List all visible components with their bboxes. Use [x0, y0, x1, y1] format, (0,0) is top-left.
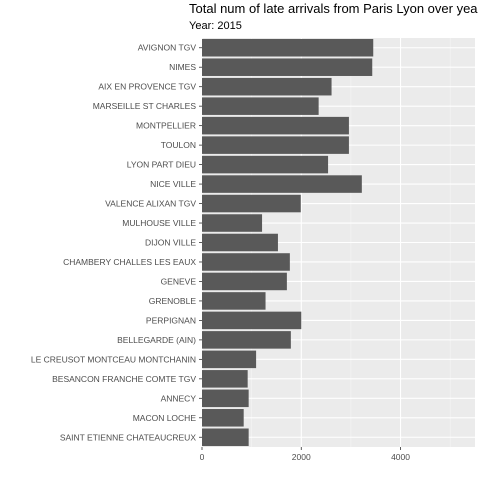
y-tick-label: MULHOUSE VILLE	[122, 218, 196, 228]
y-tick-label: MONTPELLIER	[136, 121, 196, 131]
bar	[202, 350, 257, 369]
bar	[202, 428, 249, 447]
bar	[202, 58, 373, 76]
y-tick-label: MACON LOCHE	[133, 413, 197, 423]
y-tick-label: NICE VILLE	[150, 179, 196, 189]
y-tick-label: DIJON VILLE	[145, 238, 196, 248]
bar	[202, 233, 278, 252]
y-tick-label: BELLEGARDE (AIN)	[117, 335, 196, 345]
bar	[202, 389, 249, 408]
bar	[202, 38, 374, 57]
y-tick-label: AIX EN PROVENCE TGV	[98, 82, 196, 92]
bar	[202, 194, 301, 213]
y-tick-label: ANNECY	[161, 393, 197, 403]
bar	[202, 253, 290, 271]
bar	[202, 370, 248, 388]
y-tick-label: GENEVE	[161, 276, 197, 286]
bar	[202, 331, 291, 349]
chart-title: Total num of late arrivals from Paris Ly…	[189, 1, 478, 16]
bar	[202, 272, 287, 291]
bar	[202, 311, 302, 330]
x-tick-label: 4000	[391, 452, 410, 462]
bar	[202, 155, 329, 174]
bar	[202, 97, 319, 115]
y-tick-label: LE CREUSOT MONTCEAU MONTCHANIN	[31, 354, 196, 364]
y-tick-label: BESANCON FRANCHE COMTE TGV	[52, 374, 196, 384]
y-tick-label: TOULON	[161, 140, 196, 150]
x-axis: 0 2000 4000	[200, 447, 410, 462]
y-tick-label: NIMES	[169, 62, 196, 72]
bar	[202, 409, 244, 427]
chart-subtitle: Year: 2015	[189, 20, 242, 32]
y-tick-label: CHAMBERY CHALLES LES EAUX	[63, 257, 196, 267]
y-axis: AVIGNON TGV NIMES AIX EN PROVENCE TGV MARSE…	[31, 43, 202, 442]
y-tick-label: VALENCE ALIXAN TGV	[105, 199, 196, 209]
bar	[202, 116, 349, 135]
y-tick-label: AVIGNON TGV	[138, 43, 197, 53]
bar	[202, 214, 263, 232]
bar	[202, 77, 332, 96]
bar	[202, 175, 362, 193]
y-tick-label: PERPIGNAN	[146, 315, 196, 325]
y-tick-label: SAINT ETIENNE CHATEAUCREUX	[60, 432, 197, 442]
x-tick-label: 0	[200, 452, 205, 462]
y-tick-label: GRENOBLE	[149, 296, 197, 306]
x-tick-label: 2000	[292, 452, 311, 462]
y-tick-label: LYON PART DIEU	[127, 160, 196, 170]
y-tick-label: MARSEILLE ST CHARLES	[93, 101, 197, 111]
bar	[202, 136, 349, 154]
bar	[202, 292, 266, 310]
bars	[202, 38, 374, 447]
